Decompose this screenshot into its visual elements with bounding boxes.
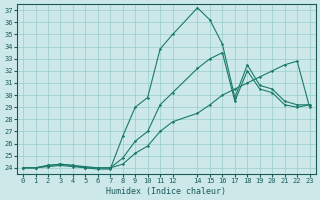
X-axis label: Humidex (Indice chaleur): Humidex (Indice chaleur) [106,187,226,196]
